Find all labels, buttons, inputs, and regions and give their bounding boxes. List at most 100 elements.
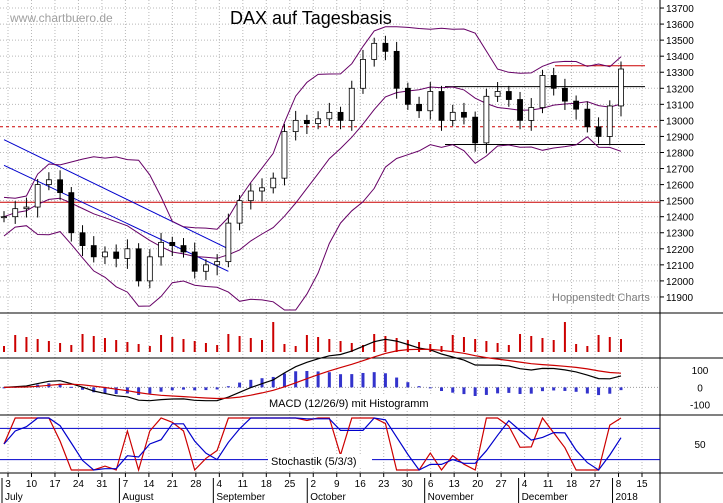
x-tick-label: 25 (284, 479, 296, 490)
volume-bar (182, 339, 185, 352)
volume-bar (552, 340, 555, 352)
macd-histogram-bar (159, 387, 163, 392)
candle-body (158, 241, 164, 258)
macd-histogram-bar (339, 374, 343, 388)
macd-histogram-bar (148, 387, 152, 394)
volume-bar (563, 322, 566, 352)
volume-bar (81, 334, 84, 352)
candle-body (247, 190, 254, 202)
candle-body (124, 248, 131, 259)
stoch-label: Stochastik (5/3/3) (271, 456, 357, 468)
macd-histogram-bar (69, 386, 73, 388)
volume-bar (92, 336, 95, 352)
macd-histogram-bar (529, 387, 533, 394)
candle-body (483, 95, 490, 144)
x-tick-label: 20 (472, 479, 484, 490)
candle-body (102, 251, 108, 258)
macd-histogram-bar (271, 376, 275, 388)
volume-bar (507, 345, 510, 352)
candle-body (550, 75, 557, 89)
x-tick-label: 7 (123, 479, 129, 490)
x-tick-label: 23 (378, 479, 390, 490)
x-tick-label: 13 (449, 479, 461, 490)
macd-histogram-bar (563, 387, 567, 391)
macd-histogram-bar (260, 378, 264, 388)
macd-tick-label: -100 (690, 401, 710, 412)
candle-body (427, 91, 434, 112)
macd-histogram-bar (473, 387, 477, 397)
macd-histogram-bar (58, 383, 62, 388)
volume-bar (519, 334, 522, 352)
macd-histogram-bar (619, 387, 623, 391)
macd-histogram-bar (249, 379, 253, 388)
volume-bar (429, 344, 432, 352)
candle-body (573, 100, 580, 110)
volume-bar (36, 339, 39, 352)
x-tick-label: 30 (402, 479, 414, 490)
watermark: www.chartbuero.de (9, 11, 113, 25)
price-tick-label: 12500 (666, 197, 694, 208)
candle-body (618, 68, 624, 107)
macd-histogram-bar (395, 377, 399, 388)
candle-body (281, 131, 288, 179)
volume-bar (137, 344, 140, 352)
price-tick-label: 13600 (666, 20, 694, 31)
volume-bar (59, 343, 62, 352)
macd-histogram-bar (137, 387, 141, 395)
volume-bar (14, 335, 17, 352)
candle-body (113, 251, 120, 259)
x-tick-label: 11 (238, 479, 249, 490)
month-label: August (122, 492, 153, 503)
macd-histogram-bar (484, 387, 488, 395)
macd-histogram-bar (238, 382, 242, 388)
macd-histogram-bar (428, 387, 432, 389)
macd-histogram-bar (193, 387, 197, 391)
x-tick-label: 27 (496, 479, 508, 490)
macd-histogram-bar (204, 387, 208, 391)
price-tick-label: 13500 (666, 36, 694, 47)
volume-bar (249, 338, 252, 352)
price-tick-label: 12200 (666, 245, 694, 256)
x-tick-label: 14 (143, 479, 155, 490)
macd-histogram-bar (440, 387, 444, 392)
x-tick-label: 6 (428, 479, 434, 490)
volume-bar (586, 346, 589, 352)
candle-body (315, 118, 322, 124)
candle-body (214, 261, 221, 266)
x-tick-label: 9 (334, 479, 340, 490)
price-tick-label: 12300 (666, 229, 694, 240)
x-tick-label: 18 (566, 479, 578, 490)
volume-bar (485, 341, 488, 352)
bollinger-upper (3, 26, 622, 230)
volume-bar (620, 339, 622, 352)
volume-bar (126, 342, 129, 352)
candle-body (326, 111, 333, 120)
macd-histogram-bar (92, 387, 96, 393)
volume-bar (238, 336, 241, 352)
x-tick-label: 4 (217, 479, 223, 490)
price-tick-label: 12700 (666, 165, 694, 176)
candle-body (438, 91, 445, 121)
macd-histogram-bar (282, 373, 286, 388)
volume-bar (317, 337, 320, 352)
volume-bar (440, 346, 443, 352)
candle-body (595, 126, 602, 137)
candle-body (404, 87, 411, 105)
volume-bar (25, 337, 28, 352)
macd-panel (0, 338, 660, 402)
macd-histogram-bar (226, 386, 230, 388)
x-tick-label: 4 (522, 479, 528, 490)
candle-body (57, 179, 63, 194)
macd-histogram-bar (316, 371, 320, 388)
candle-body (169, 241, 176, 246)
x-tick-label: 11 (543, 479, 554, 490)
candle-body (12, 208, 19, 218)
macd-histogram-bar (462, 387, 466, 395)
candle-body (337, 111, 344, 121)
macd-signal-line (3, 348, 622, 400)
price-tick-label: 12100 (666, 261, 694, 272)
macd-histogram-bar (383, 373, 387, 388)
volume-bar (530, 336, 533, 352)
volume-bar (294, 346, 297, 352)
